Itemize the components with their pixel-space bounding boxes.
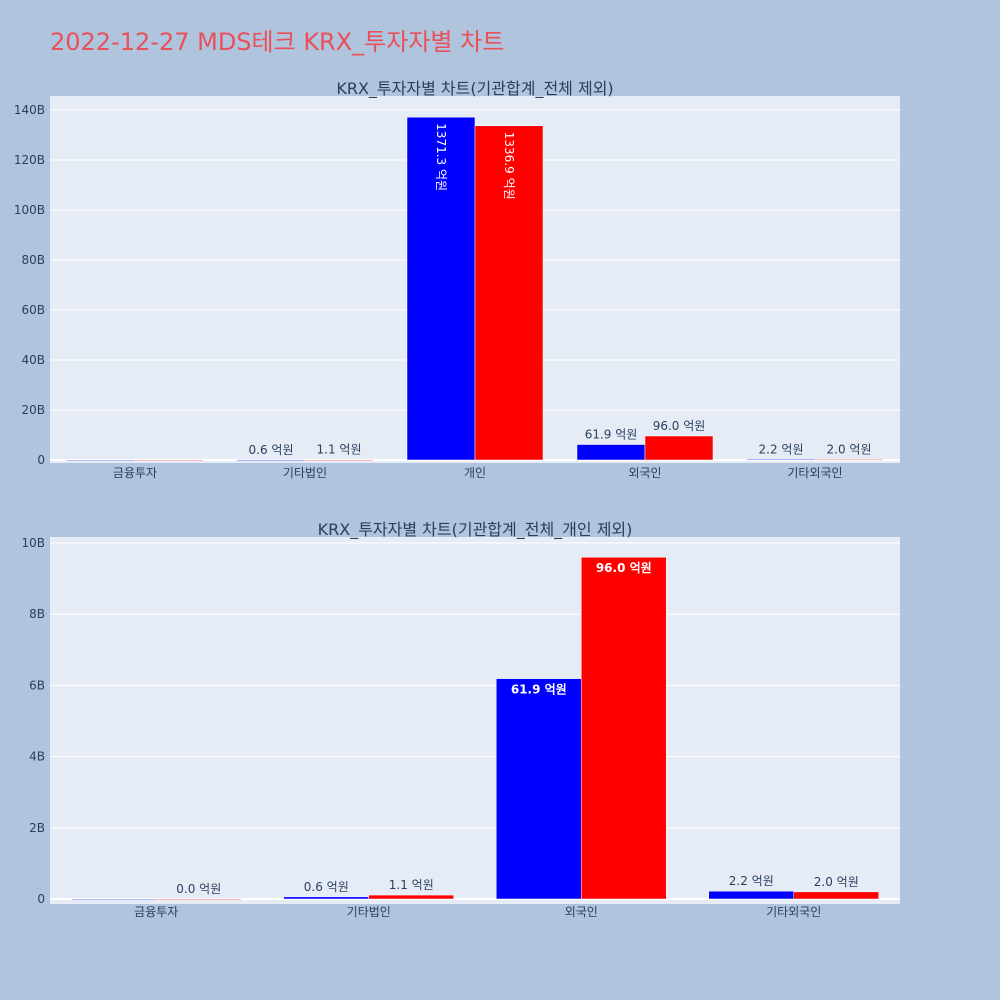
page-title: 2022-12-27 MDS테크 KRX_투자자별 차트 <box>50 28 505 56</box>
bar <box>304 459 374 461</box>
y-tick-label: 140B <box>14 103 45 117</box>
y-tick-label: 4B <box>29 750 45 764</box>
bar <box>406 116 476 461</box>
bar <box>283 896 369 900</box>
x-tick-label: 외국인 <box>628 466 661 480</box>
x-tick-label: 금융투자 <box>113 466 157 480</box>
bar <box>66 459 136 462</box>
chart-bottom: 0 2B 4B 6B 8B 10B KRX_투자자별 차트(기관합계_전체_개인 제외) 금융… <box>21 520 900 919</box>
data-label: 61.9 억원 <box>511 683 567 697</box>
y-tick-label: 6B <box>29 678 45 692</box>
bar <box>156 898 242 901</box>
chart-title: KRX_투자자별 차트(기관합계_전체 제외) <box>336 79 613 99</box>
y-tick-label: 100B <box>14 203 45 217</box>
y-tick-label: 40B <box>21 353 45 367</box>
x-tick-label: 개인 <box>464 466 486 480</box>
x-tick-label: 기타법인 <box>283 466 327 480</box>
data-label: 61.9 억원 <box>585 428 638 442</box>
y-tick-label: 2B <box>29 821 45 835</box>
data-label: 1371.3 억원 <box>434 123 448 191</box>
data-label: 2.2 억원 <box>759 442 804 456</box>
bar <box>746 459 816 461</box>
x-tick-label: 외국인 <box>565 905 598 919</box>
y-tick-label: 60B <box>21 303 45 317</box>
bar <box>368 894 454 900</box>
x-tick-label: 금융투자 <box>134 905 178 919</box>
y-tick-label: 0 <box>37 453 45 467</box>
data-label: 1336.9 억원 <box>502 132 516 200</box>
data-label: 2.2 억원 <box>729 874 774 888</box>
data-label: 2.0 억원 <box>814 875 859 889</box>
data-label: 0.6 억원 <box>304 880 349 894</box>
chart-top: 0 20B 40B 60B 80B 100B 120B 140B KRX_투자자별 차트(기관합… <box>14 79 900 480</box>
bar <box>644 435 714 461</box>
x-tick-label: 기타외국인 <box>787 466 842 480</box>
data-label: 2.0 억원 <box>827 443 872 457</box>
y-tick-label: 10B <box>21 536 45 550</box>
bar <box>71 898 157 901</box>
x-tick-label: 기타법인 <box>347 905 391 919</box>
bar <box>708 890 794 900</box>
plot-area <box>50 537 900 904</box>
bar <box>236 459 306 461</box>
y-tick-label: 20B <box>21 403 45 417</box>
chart-title: KRX_투자자별 차트(기관합계_전체_개인 제외) <box>318 520 633 540</box>
data-label: 1.1 억원 <box>317 443 362 457</box>
data-label: 96.0 억원 <box>653 419 706 433</box>
bar <box>474 125 544 461</box>
x-tick-label: 기타외국인 <box>766 905 821 919</box>
data-label: 1.1 억원 <box>389 878 434 892</box>
y-tick-label: 8B <box>29 607 45 621</box>
bar <box>814 459 884 461</box>
data-label: 0.0 억원 <box>176 882 221 896</box>
y-tick-label: 120B <box>14 153 45 167</box>
data-label: 96.0 억원 <box>596 561 652 575</box>
bar <box>496 678 582 900</box>
bar <box>576 444 646 461</box>
y-tick-label: 80B <box>21 253 45 267</box>
bar <box>793 891 879 900</box>
bar <box>581 556 667 900</box>
data-label: 0.6 억원 <box>249 443 294 457</box>
bar <box>134 459 204 462</box>
y-tick-label: 0 <box>37 892 45 906</box>
